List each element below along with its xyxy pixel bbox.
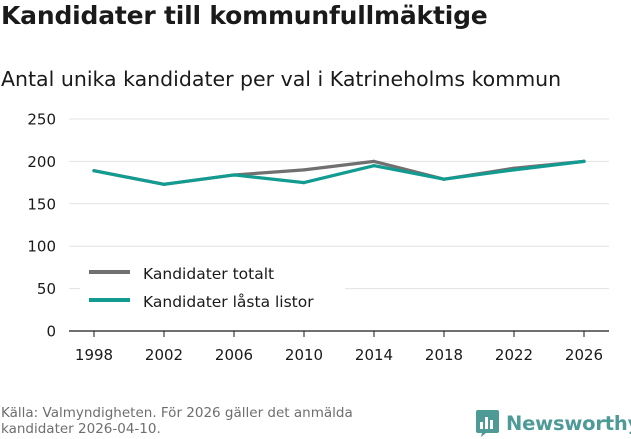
legend-label-total: Kandidater totalt [143, 265, 274, 283]
y-tick-label: 150 [27, 195, 56, 213]
x-tick-label: 2018 [425, 346, 463, 364]
x-tick-label: 2006 [215, 346, 253, 364]
data-point-series-1 [92, 169, 96, 173]
line-chart: 0 50 100 150 200 250 1998 2002 2006 2010 2014 2018… [27, 111, 609, 364]
x-tick-label: 2002 [145, 346, 183, 364]
data-point-series-1 [372, 164, 376, 168]
series-line-1 [92, 159, 586, 186]
y-tick-label: 200 [27, 153, 56, 171]
data-point-series-1 [162, 182, 166, 186]
data-point-series-0 [372, 159, 376, 163]
series-lines [92, 159, 586, 186]
x-tick-label: 2014 [355, 346, 393, 364]
y-tick-label: 100 [27, 238, 56, 256]
y-tick-label: 50 [37, 280, 56, 298]
y-tick-label: 0 [46, 323, 56, 341]
chart-title: Kandidater till kommunfullmäktige [1, 1, 488, 30]
chart-subtitle: Antal unika kandidater per val i Katrine… [1, 67, 562, 91]
newsworthy-logo[interactable]: Newsworthy [476, 409, 631, 437]
data-point-series-1 [442, 177, 446, 181]
data-point-series-1 [232, 173, 236, 177]
x-tick-label: 2010 [285, 346, 323, 364]
source-line-2: kandidater 2026-04-10. [1, 421, 161, 437]
data-point-series-1 [302, 181, 306, 185]
legend: Kandidater totalt Kandidater låsta listo… [80, 259, 345, 318]
source-line-1: Källa: Valmyndigheten. För 2026 gäller d… [1, 405, 353, 421]
y-axis-ticks: 0 50 100 150 200 250 [27, 111, 56, 341]
x-tick-label: 1998 [75, 346, 113, 364]
grid-lines [69, 118, 609, 332]
brand-name: Newsworthy [506, 411, 631, 435]
legend-label-locked: Kandidater låsta listor [143, 293, 314, 311]
x-tick-label: 2022 [495, 346, 533, 364]
y-tick-label: 250 [27, 111, 56, 129]
data-point-series-1 [512, 168, 516, 172]
x-tick-label: 2026 [565, 346, 603, 364]
newsworthy-bar-chart-icon [476, 409, 499, 437]
data-point-series-1 [582, 159, 586, 163]
x-axis-ticks: 1998 2002 2006 2010 2014 2018 2022 2026 [75, 331, 603, 364]
source-note: Källa: Valmyndigheten. För 2026 gäller d… [1, 405, 431, 437]
data-point-series-0 [302, 168, 306, 172]
